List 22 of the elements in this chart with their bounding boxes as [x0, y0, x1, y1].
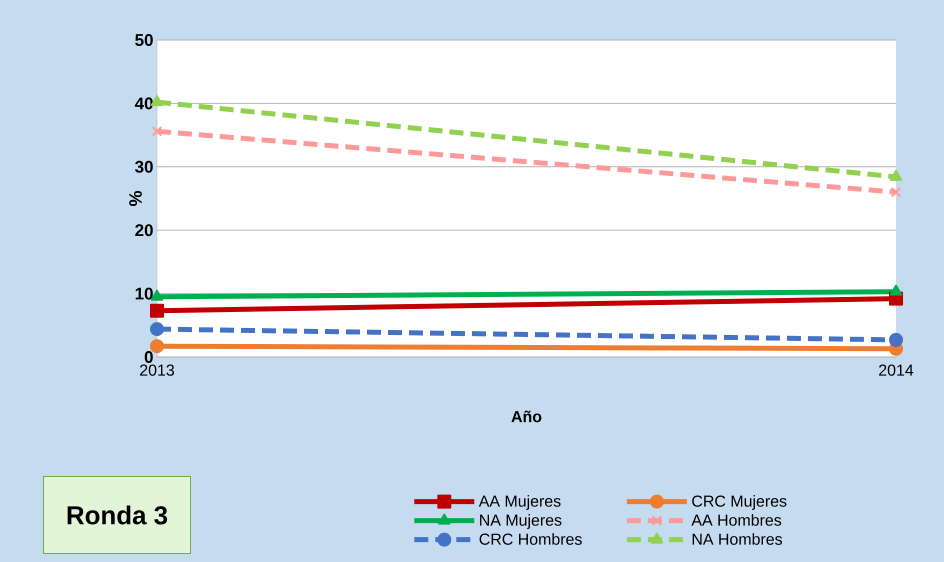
legend-label: AA Mujeres	[478, 495, 561, 510]
y-tick-label: 10	[136, 288, 153, 300]
x-tick-label: 2014	[879, 364, 914, 376]
text: Ronda 3	[68, 505, 168, 525]
y-tick-label: 40	[134, 97, 153, 110]
legend-label: NA Hombres	[692, 533, 782, 545]
legend-label: NA Mujeres	[480, 514, 562, 529]
point	[150, 322, 164, 336]
legend-label: CRC Mujeres	[692, 495, 786, 510]
point	[150, 304, 164, 318]
point	[890, 186, 902, 198]
point	[889, 332, 904, 347]
legend-label: AA Hombres	[691, 514, 782, 526]
legend-label: CRC Hombres	[480, 533, 582, 545]
point	[152, 126, 162, 137]
y-axis-title: %	[129, 190, 142, 206]
x-tick-label: 2013	[140, 364, 174, 376]
y-tick-label: 50	[135, 34, 153, 46]
y-tick-label: 20	[135, 224, 153, 236]
y-tick-label: 30	[135, 160, 153, 173]
x-axis-title: Año	[511, 410, 542, 422]
y-tick-label: 0	[144, 350, 153, 363]
